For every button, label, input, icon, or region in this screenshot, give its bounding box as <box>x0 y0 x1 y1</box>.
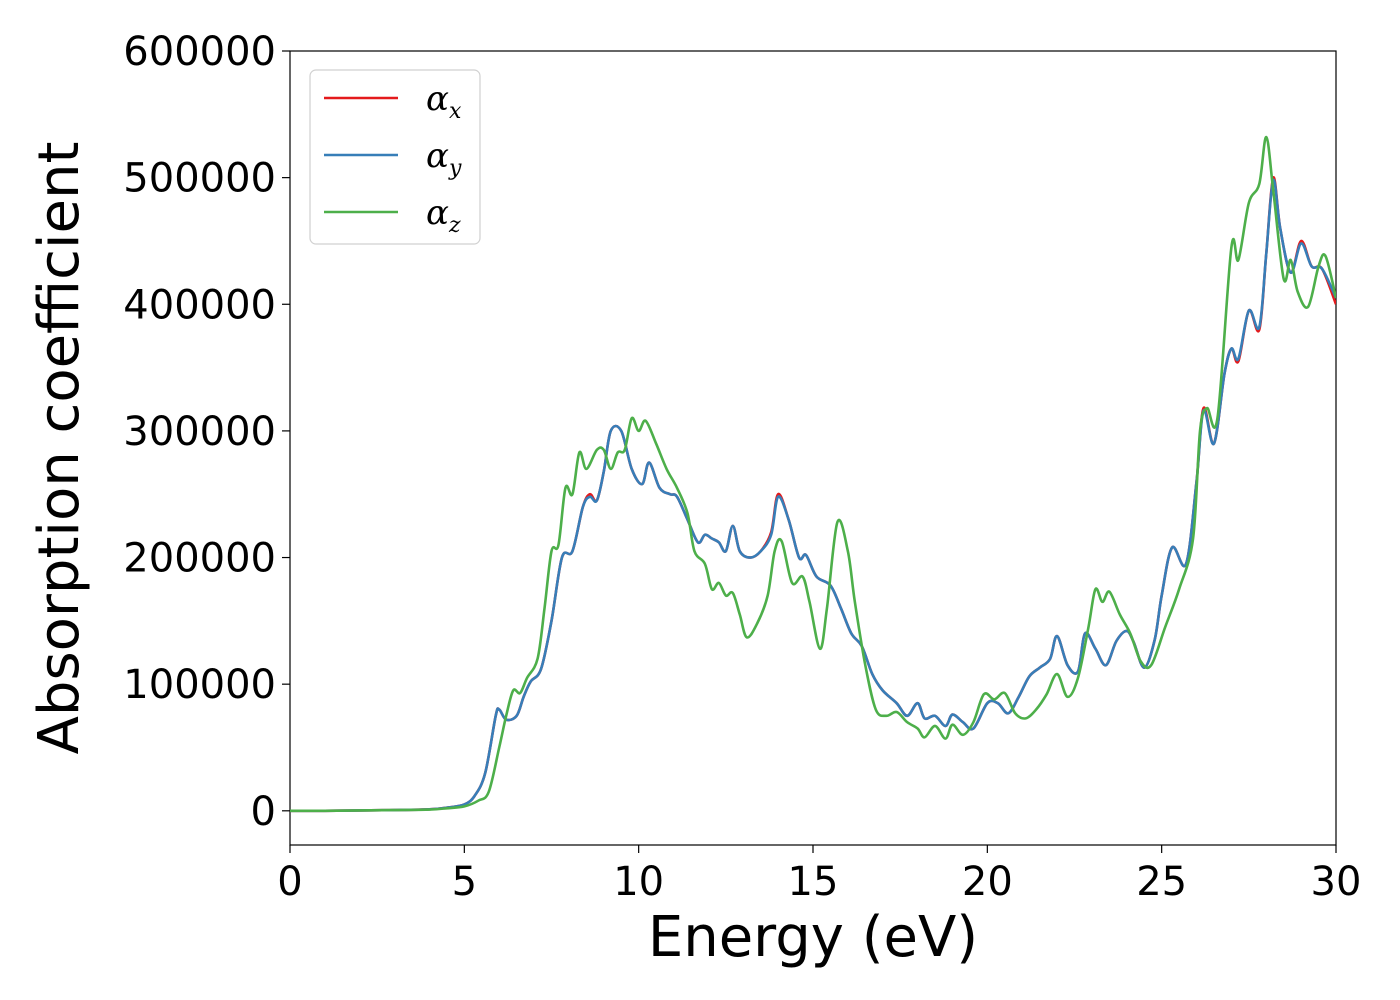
x-tick-label: 0 <box>277 859 302 905</box>
x-tick-label: 15 <box>788 859 839 905</box>
y-tick-label: 200000 <box>123 536 276 582</box>
series-line-y <box>290 178 1336 813</box>
x-tick-label: 25 <box>1136 859 1187 905</box>
x-ticks: 0 5 10 15 20 25 30 <box>277 845 1361 905</box>
legend-box <box>309 69 481 245</box>
x-tick-label: 5 <box>452 859 477 905</box>
legend-label-x: αx <box>426 79 462 124</box>
x-tick-label: 20 <box>962 859 1013 905</box>
series-lines <box>290 135 1336 813</box>
legend: αx αy αz <box>309 69 481 245</box>
series-line-x <box>290 176 1336 813</box>
y-tick-label: 400000 <box>123 282 276 328</box>
legend-label-y: αy <box>426 136 462 181</box>
y-tick-label: 0 <box>251 789 276 835</box>
legend-entries: αx αy αz <box>324 79 462 238</box>
y-tick-label: 300000 <box>123 409 276 455</box>
y-tick-label: 100000 <box>123 662 276 708</box>
y-tick-label: 600000 <box>123 29 276 75</box>
y-ticks: 0 100000 200000 300000 400000 500000 600000 <box>123 29 290 835</box>
y-tick-label: 500000 <box>123 156 276 202</box>
legend-label-z: αz <box>426 193 461 238</box>
series-line-z <box>290 135 1336 813</box>
x-tick-label: 10 <box>613 859 664 905</box>
x-tick-label: 30 <box>1311 859 1362 905</box>
x-axis-label: Energy (eV) <box>648 905 978 970</box>
y-axis-label: Absorption coefficient <box>27 142 92 755</box>
